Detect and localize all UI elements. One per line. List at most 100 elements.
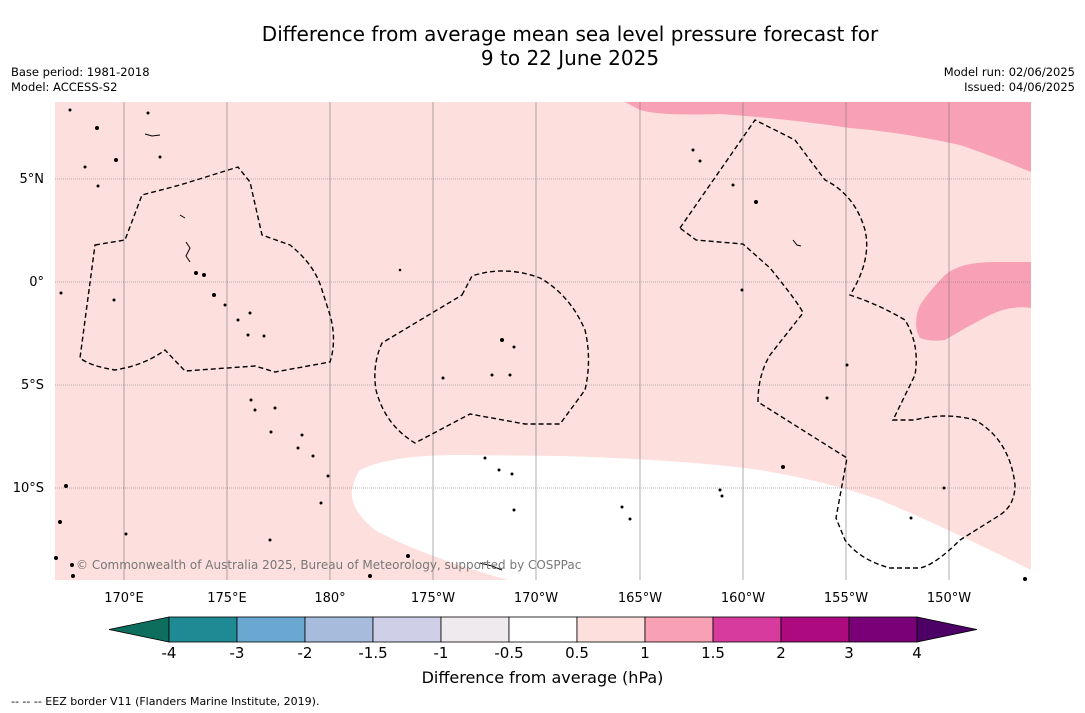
island <box>262 334 266 338</box>
island <box>620 505 624 509</box>
island <box>146 111 150 115</box>
anomaly-region-north-pink <box>625 102 1031 172</box>
title-line-2: 9 to 22 June 2025 <box>480 46 660 70</box>
colorbar-box <box>508 616 578 643</box>
island <box>368 574 372 578</box>
lon-label: 175°W <box>411 591 455 606</box>
title-line-1: Difference from average mean sea level p… <box>261 22 879 46</box>
island <box>942 486 946 490</box>
island <box>95 126 99 130</box>
copyright-text: © Commonwealth of Australia 2025, Bureau… <box>76 558 582 572</box>
issued-text: Issued: 04/06/2025 <box>964 80 1075 94</box>
lat-label: 10°S <box>13 481 44 496</box>
colorbar-extend-high <box>916 616 978 643</box>
island <box>512 508 516 512</box>
island <box>202 273 206 277</box>
lon-label: 150°W <box>927 591 971 606</box>
island <box>185 241 191 263</box>
island <box>698 159 702 163</box>
island <box>406 554 410 558</box>
model-run-text: Model run: 02/06/2025 <box>943 65 1075 79</box>
colorbar-box <box>848 616 918 643</box>
island <box>223 303 227 307</box>
colorbar-tick-label: -1 <box>434 644 449 662</box>
island <box>825 396 829 400</box>
lon-label: 155°W <box>824 591 868 606</box>
lat-label: 0° <box>29 275 44 290</box>
island <box>246 333 250 337</box>
colorbar-box <box>644 616 714 643</box>
eez-border-tuvalu-kiribati-west <box>79 166 335 373</box>
islands <box>54 108 1027 581</box>
colorbar-box <box>440 616 510 643</box>
island <box>249 398 253 402</box>
island <box>845 363 849 367</box>
colorbar-ticks: -4 -3 -2 -1.5 -1 -0.5 0.5 1 1.5 2 3 4 <box>162 644 922 662</box>
chart-title: Difference from average mean sea level p… <box>0 22 1085 70</box>
island <box>212 293 216 297</box>
island <box>54 556 58 560</box>
island <box>497 468 501 472</box>
island <box>179 214 186 219</box>
island <box>479 562 503 571</box>
island <box>273 406 277 410</box>
colorbar-tick-label: -4 <box>162 644 177 662</box>
island <box>326 474 330 478</box>
island <box>236 318 240 322</box>
latitude-labels: 5°N 0° 5°S 10°S <box>13 172 44 496</box>
island <box>754 200 758 204</box>
island <box>124 532 128 536</box>
colorbar-tick-label: -3 <box>230 644 245 662</box>
map-figure: 5°N 0° 5°S 10°S 170°E 175°E 180° 175°W 1… <box>13 102 1031 606</box>
model-text: Model: ACCESS-S2 <box>11 80 118 94</box>
island <box>158 155 162 159</box>
lon-label: 175°E <box>207 591 247 606</box>
colorbar-boxes <box>108 616 978 643</box>
island <box>512 345 516 349</box>
colorbar-tick-label: 0.5 <box>565 644 589 662</box>
colorbar-box <box>304 616 374 643</box>
eez-border-line-islands <box>679 119 1016 569</box>
island <box>483 456 487 460</box>
map-gridlines <box>55 102 1031 580</box>
colorbar-tick-label: -0.5 <box>494 644 523 662</box>
island <box>253 408 257 412</box>
island <box>64 484 68 488</box>
lon-label: 170°W <box>514 591 558 606</box>
island <box>83 165 87 169</box>
colorbar: -4 -3 -2 -1.5 -1 -0.5 0.5 1 1.5 2 3 4 <box>108 616 978 662</box>
island <box>510 472 514 476</box>
anomaly-region-neutral <box>351 455 1031 580</box>
lon-label: 160°W <box>721 591 765 606</box>
island <box>691 148 695 152</box>
longitude-labels: 170°E 175°E 180° 175°W 170°W 165°W 160°W… <box>104 591 971 606</box>
island <box>59 291 63 295</box>
base-period-text: Base period: 1981-2018 <box>11 65 150 79</box>
colorbar-box <box>372 616 442 643</box>
island <box>300 433 304 437</box>
colorbar-label: Difference from average (hPa) <box>421 668 664 687</box>
colorbar-tick-label: 4 <box>912 644 922 662</box>
colorbar-box <box>780 616 850 643</box>
island <box>781 465 785 469</box>
island <box>1023 577 1027 581</box>
island <box>490 373 494 377</box>
island <box>248 311 252 315</box>
meta-right: Model run: 02/06/2025 Issued: 04/06/2025 <box>944 65 1075 95</box>
eez-borders <box>79 119 1016 569</box>
colorbar-extend-low <box>108 616 170 643</box>
colorbar-tick-label: 1 <box>640 644 650 662</box>
island <box>68 108 72 112</box>
lon-label: 180° <box>314 591 345 606</box>
island <box>731 183 735 187</box>
lat-label: 5°N <box>20 172 45 187</box>
island <box>508 373 512 377</box>
colorbar-tick-label: -1.5 <box>358 644 387 662</box>
meta-left: Base period: 1981-2018 Model: ACCESS-S2 <box>11 65 150 95</box>
island <box>720 494 724 498</box>
island <box>269 430 273 434</box>
island <box>114 158 118 162</box>
island <box>71 574 75 578</box>
anomaly-region-east-pink <box>916 262 1031 341</box>
island <box>268 538 272 542</box>
